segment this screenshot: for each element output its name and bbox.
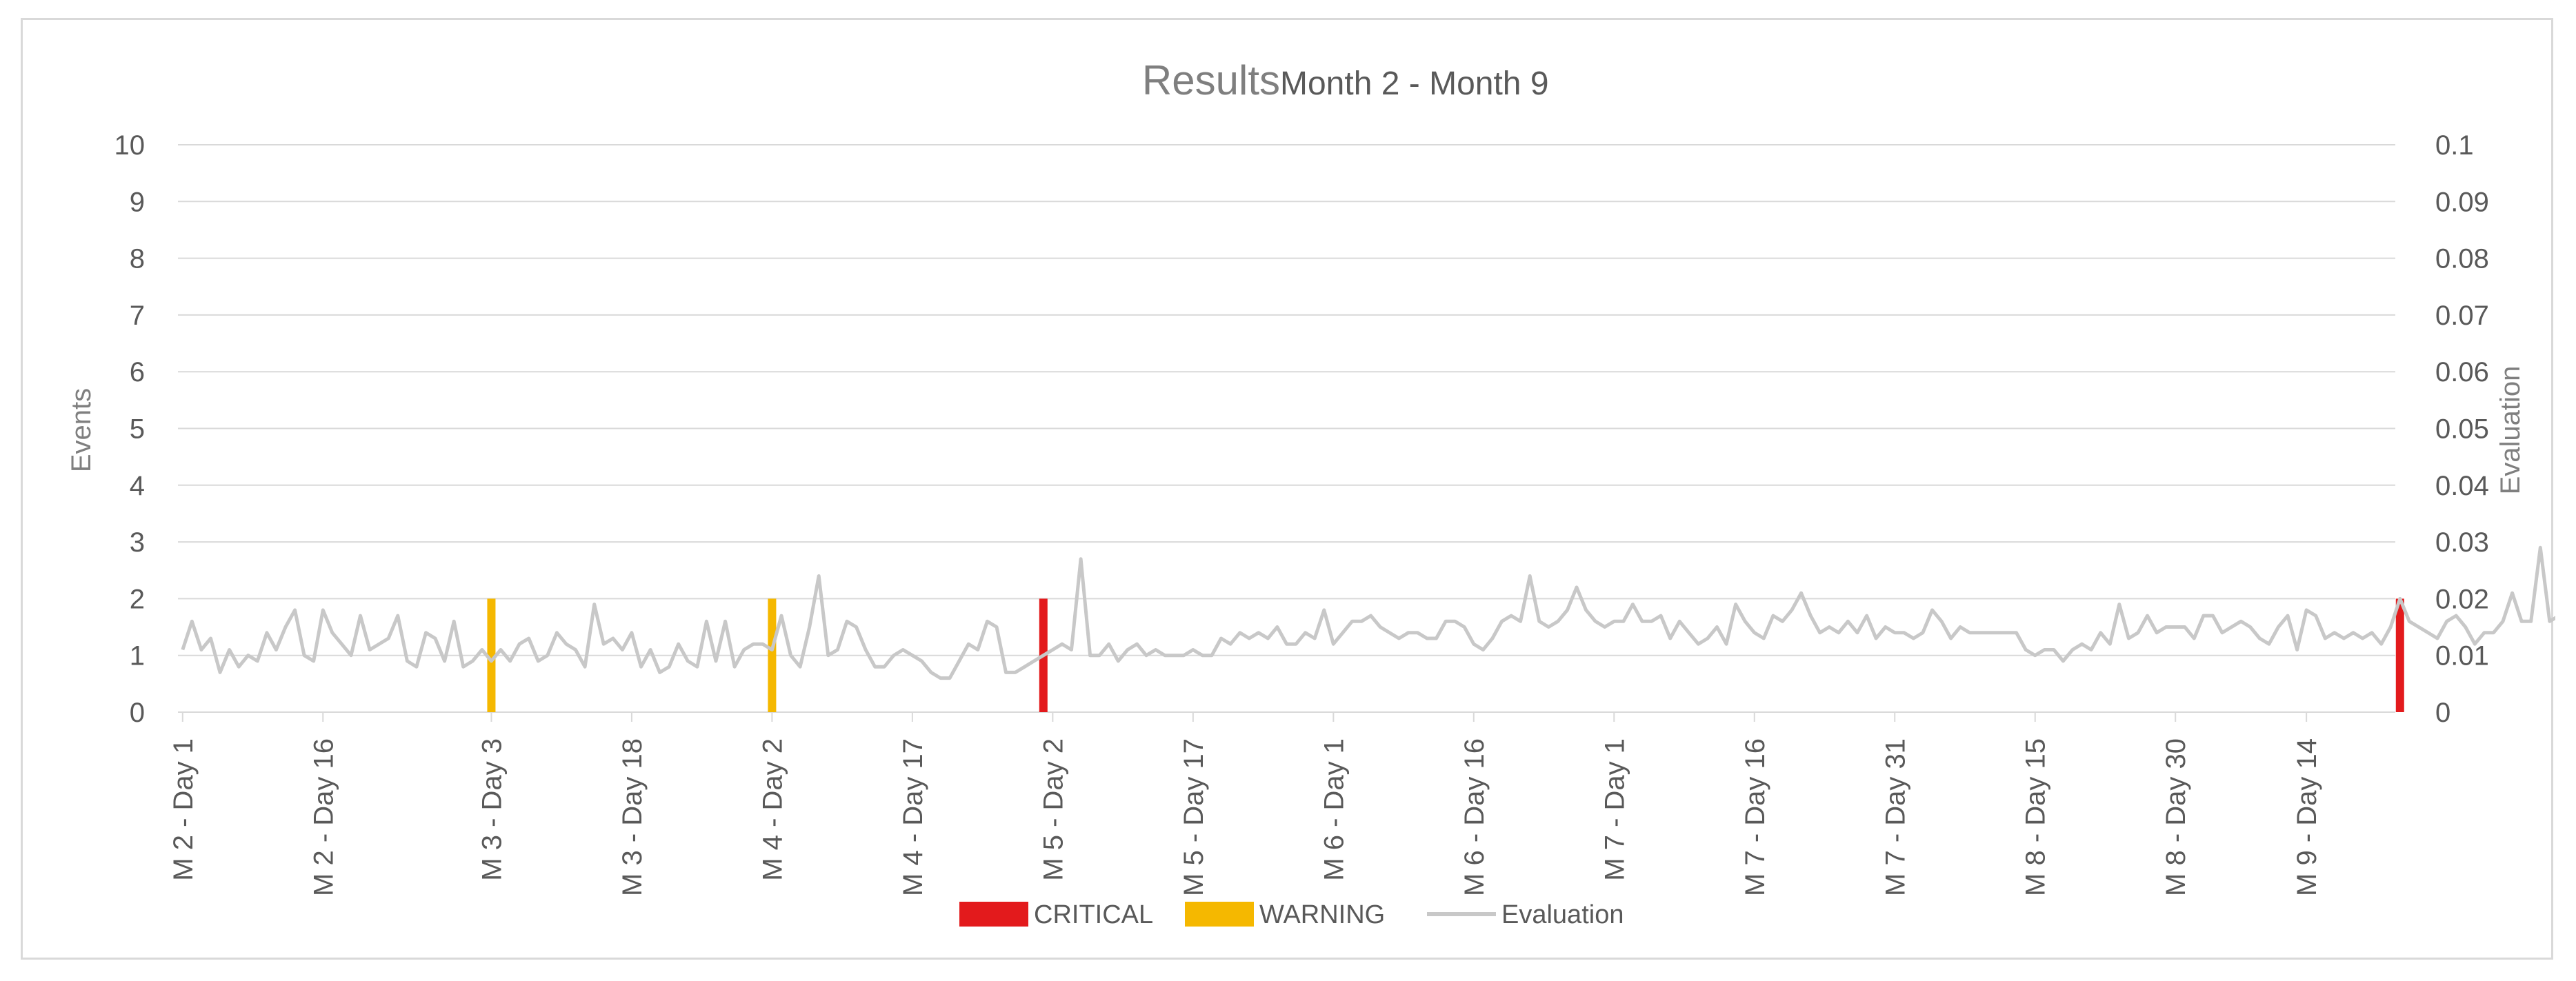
y2-tick-label: 0.09 <box>2435 187 2489 217</box>
warning-bar <box>768 598 777 712</box>
y2-tick-label: 0.03 <box>2435 527 2489 558</box>
y-tick-label: 1 <box>130 641 145 671</box>
legend-swatch-warning <box>1185 902 1254 927</box>
y-tick-label: 8 <box>130 244 145 274</box>
x-tick-label: M 8 - Day 15 <box>2021 738 2051 896</box>
warning-bar <box>487 598 496 712</box>
y-tick-label: 3 <box>130 527 145 558</box>
y2-tick-label: 0.06 <box>2435 357 2489 387</box>
y2-tick-label: 0.02 <box>2435 584 2489 614</box>
x-tick-label: M 8 - Day 30 <box>2161 738 2191 896</box>
y2-axis-title: Evaluation <box>2495 366 2526 495</box>
legend-label: CRITICAL <box>1034 900 1153 929</box>
chart-svg: Results Month 2 - Month 9 Events Evaluat… <box>66 57 2555 929</box>
y2-axis-ticks: 0 0.01 0.02 0.03 0.04 0.05 0.06 0.07 0.08 0.09 0.1 <box>2435 130 2489 728</box>
y2-tick-label: 0.07 <box>2435 301 2489 331</box>
y2-tick-label: 0.08 <box>2435 244 2489 274</box>
y-axis-ticks: 0 1 2 3 4 5 6 7 8 9 10 <box>114 130 146 728</box>
legend-label: WARNING <box>1259 900 1385 929</box>
chart-frame: Results Month 2 - Month 9 Events Evaluat… <box>21 18 2555 960</box>
y-tick-label: 2 <box>130 584 145 614</box>
y-tick-label: 5 <box>130 414 145 445</box>
y-tick-label: 9 <box>130 187 145 217</box>
x-tick-label: M 6 - Day 16 <box>1459 738 1490 896</box>
x-tick-label: M 2 - Day 1 <box>168 738 199 881</box>
x-tick-label: M 5 - Day 17 <box>1179 738 1209 896</box>
x-tick-label: M 2 - Day 16 <box>308 738 339 896</box>
gridlines <box>178 144 2395 713</box>
x-tick-label: M 9 - Day 14 <box>2292 738 2322 896</box>
x-tick-label: M 7 - Day 31 <box>1880 738 1910 896</box>
evaluation-line <box>181 545 2555 680</box>
x-tick-label: M 7 - Day 16 <box>1740 738 1770 896</box>
y-tick-label: 7 <box>130 301 145 331</box>
y-tick-label: 4 <box>130 471 145 501</box>
x-tick-label: M 7 - Day 1 <box>1599 738 1630 881</box>
event-bars <box>487 598 2404 712</box>
x-tick-label: M 3 - Day 3 <box>477 738 507 881</box>
legend-swatch-critical <box>959 902 1028 927</box>
x-tick-label: M 5 - Day 2 <box>1038 738 1068 881</box>
y2-tick-label: 0.05 <box>2435 414 2489 445</box>
x-tick-label: M 6 - Day 1 <box>1319 738 1349 881</box>
chart-subtitle: Month 2 - Month 9 <box>1280 65 1549 102</box>
chart-title: Results <box>1142 57 1280 103</box>
evaluation-series <box>181 545 2555 680</box>
y2-tick-label: 0.1 <box>2435 130 2474 161</box>
y-tick-label: 6 <box>130 357 145 387</box>
y2-tick-label: 0.04 <box>2435 471 2489 501</box>
x-tick-label: M 4 - Day 17 <box>898 738 928 896</box>
y-tick-label: 0 <box>130 698 145 728</box>
y2-tick-label: 0.01 <box>2435 641 2489 671</box>
y2-tick-label: 0 <box>2435 698 2450 728</box>
x-tick-label: M 3 - Day 18 <box>617 738 648 896</box>
y-axis-title: Events <box>66 388 97 472</box>
x-tick-label: M 4 - Day 2 <box>757 738 788 881</box>
critical-bar <box>2395 598 2404 712</box>
legend-label: Evaluation <box>1501 900 1624 929</box>
y-tick-label: 10 <box>114 130 146 161</box>
x-axis-ticks: M 2 - Day 1 M 2 - Day 16 M 3 - Day 3 M 3 - … <box>168 712 2322 896</box>
legend: CRITICAL WARNING Evaluation <box>959 900 1624 929</box>
